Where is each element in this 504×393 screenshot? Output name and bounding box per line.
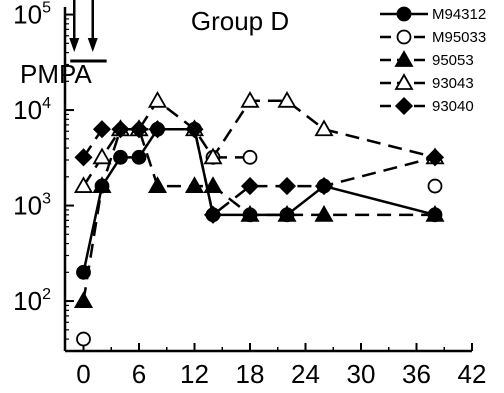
data-point-93040 — [425, 148, 445, 167]
y-tick-label: 104 — [13, 95, 51, 125]
data-point-93040 — [240, 177, 260, 196]
data-point-93043 — [240, 90, 260, 108]
data-point-m94312 — [131, 149, 147, 165]
chart-title: Group D — [191, 6, 289, 36]
data-point-95053 — [92, 176, 112, 193]
data-point-93043 — [92, 147, 112, 165]
y-tick-label: 103 — [13, 191, 51, 221]
treatment-arrowhead — [87, 38, 98, 52]
data-point-95053 — [314, 205, 334, 222]
x-tick-label: 18 — [236, 359, 265, 389]
data-point-95053 — [184, 176, 205, 193]
x-tick-label: 30 — [347, 359, 376, 389]
axes: 0 6 12 18 24 30 36 42 102 103 104 105 — [13, 0, 486, 389]
data-point-93040 — [92, 120, 112, 139]
legend-marker — [394, 73, 414, 90]
data-point-93040 — [148, 120, 167, 139]
data-point-95053 — [240, 205, 260, 222]
data-point-m95033 — [427, 178, 443, 194]
data-point-95053 — [425, 205, 445, 222]
data-point-93043 — [277, 90, 297, 108]
data-point-93043 — [314, 119, 334, 137]
legend-marker — [394, 50, 414, 67]
legend: M94312 M95033 95053 93043 93040 — [380, 6, 486, 116]
pmpa-annotation: PMPA — [20, 59, 92, 89]
data-point-93040 — [111, 120, 130, 139]
data-point-m94312 — [76, 264, 91, 280]
data-point-93040 — [203, 205, 223, 224]
data-point-93040 — [277, 177, 297, 196]
data-point-95053 — [203, 176, 223, 193]
legend-label: 93043 — [432, 75, 474, 92]
legend-label: M95033 — [432, 29, 486, 46]
legend-marker — [396, 6, 412, 22]
data-point-95053 — [73, 291, 94, 308]
y-tick-label: 102 — [13, 286, 51, 316]
data-point-95053 — [277, 205, 297, 222]
y-tick-label: 105 — [13, 0, 51, 30]
data-point-93040 — [314, 177, 334, 196]
x-tick-label: 12 — [180, 359, 209, 389]
chart-marks — [73, 90, 445, 347]
treatment-arrowhead — [69, 38, 80, 52]
x-tick-label: 6 — [132, 359, 146, 389]
legend-label: 93040 — [432, 98, 474, 115]
data-point-m94312 — [113, 149, 128, 165]
data-point-m95033 — [242, 149, 258, 165]
x-tick-label: 0 — [76, 359, 90, 389]
legend-marker — [394, 96, 414, 116]
legend-marker — [396, 29, 412, 45]
legend-label: 95053 — [432, 52, 474, 69]
data-point-93040 — [129, 120, 149, 139]
data-point-93040 — [185, 120, 204, 139]
data-point-93043 — [73, 176, 94, 193]
data-point-93043 — [147, 90, 168, 108]
series-line-93043 — [82, 98, 436, 187]
data-point-93043 — [203, 147, 223, 165]
data-point-m95033 — [76, 331, 91, 347]
data-point-95053 — [147, 176, 168, 193]
x-tick-label: 42 — [458, 359, 487, 389]
data-point-93040 — [74, 148, 93, 167]
x-tick-label: 24 — [291, 359, 320, 389]
x-tick-label: 36 — [402, 359, 431, 389]
legend-label: M94312 — [432, 6, 486, 23]
